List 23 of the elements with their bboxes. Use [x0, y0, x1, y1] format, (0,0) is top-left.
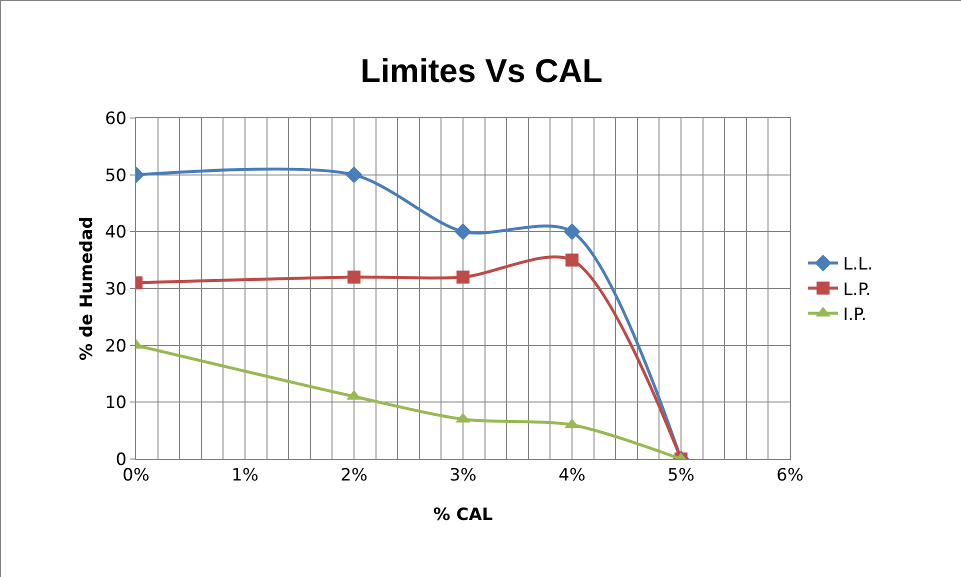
x-tick-label: 1%	[232, 465, 258, 486]
y-tick-label: 30	[104, 279, 127, 300]
x-tick-label: 5%	[668, 465, 694, 486]
point	[454, 223, 472, 240]
x-tick-label: 3%	[450, 465, 476, 486]
point	[566, 254, 578, 267]
legend-label: L.P.	[843, 280, 871, 300]
x-axis-title: % CAL	[433, 505, 493, 525]
point	[564, 223, 580, 240]
legend-label: L.L.	[843, 254, 873, 275]
y-tick-label: 40	[104, 222, 127, 243]
y-tick-label: 50	[104, 166, 127, 186]
x-tick-label: 4%	[558, 465, 586, 486]
chart-title: Limites Vs CAL	[360, 52, 603, 89]
y-tick-label: 60	[104, 108, 127, 129]
x-tick-label: 6%	[776, 465, 804, 486]
x-tick-label: 2%	[340, 465, 368, 486]
y-tick-label: 20	[104, 336, 127, 356]
point	[456, 270, 470, 284]
y-tick-label: 10	[104, 393, 127, 414]
x-tick-label: 0%	[122, 465, 150, 486]
legend-label: I.P.	[843, 304, 867, 325]
y-axis-title: % de Humedad	[77, 216, 97, 360]
